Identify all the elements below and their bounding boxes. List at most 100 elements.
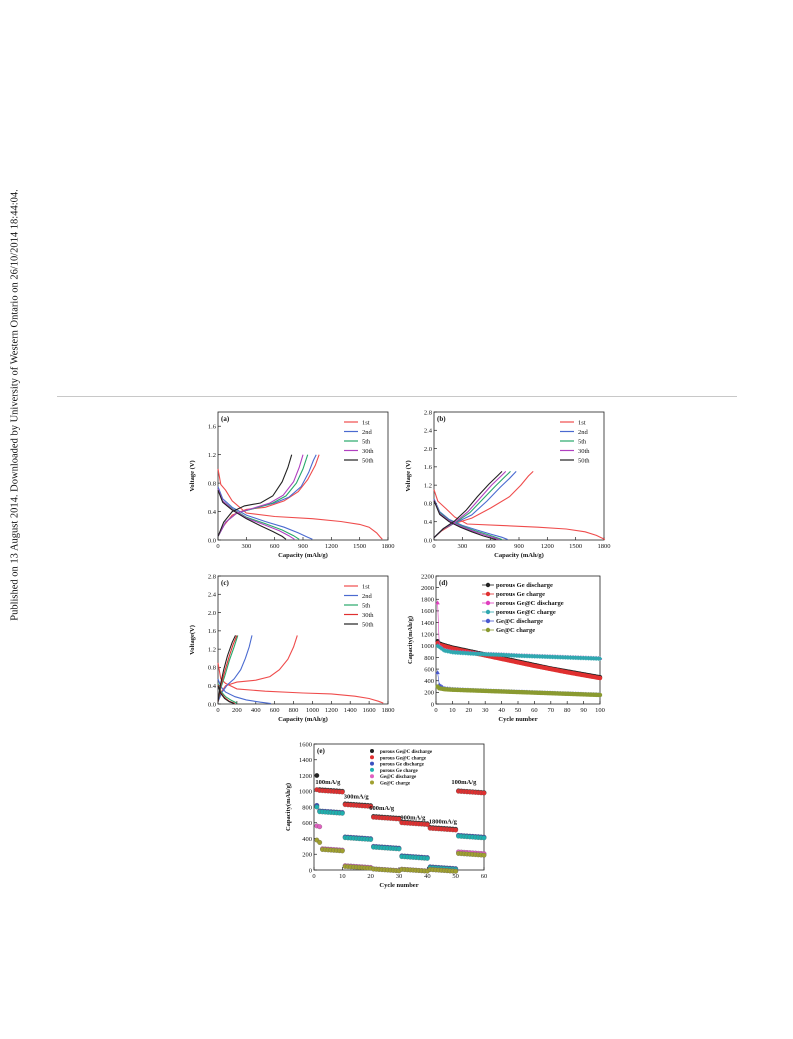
- y-tick-label: 0.0: [424, 537, 432, 544]
- data-point: [481, 790, 487, 796]
- y-tick-label: 200: [424, 690, 434, 697]
- legend-swatch: [370, 780, 374, 785]
- y-tick-label: 600: [424, 666, 434, 673]
- rate-annotation: 600mA/g: [369, 805, 395, 812]
- y-tick-label: 2200: [421, 573, 434, 580]
- x-tick-label: 40: [498, 707, 505, 714]
- x-tick-label: 1400: [344, 707, 357, 714]
- legend-entry: porous Ge@C discharge: [380, 750, 433, 755]
- y-tick-label: 1.6: [208, 424, 217, 431]
- y-tick-label: 0: [309, 867, 312, 874]
- chart-panel-b: 0 300 600 900 1200 1500 1800 0.0 0.4 0.8 1.2 1.6 2.0…: [405, 409, 611, 559]
- x-tick-label: 0: [434, 707, 437, 714]
- legend-swatch: [485, 600, 491, 606]
- y-axis-title: Capacity(mAh/g): [407, 616, 414, 664]
- series-line-charge: [433, 471, 503, 539]
- series-line-discharge: [217, 488, 295, 540]
- series-line-discharge: [217, 490, 287, 540]
- x-tick-label: 0: [216, 543, 219, 550]
- data-point: [368, 837, 374, 842]
- x-tick-label: 1500: [353, 543, 366, 550]
- y-tick-label: 600: [302, 820, 312, 827]
- series-line-discharge: [217, 662, 384, 704]
- series-line-discharge: [433, 500, 497, 541]
- x-tick-label: 90: [580, 707, 587, 714]
- legend-entry: 2nd: [362, 593, 373, 600]
- x-tick-label: 1800: [598, 543, 611, 550]
- x-tick-label: 100: [595, 707, 605, 714]
- y-tick-label: 800: [302, 804, 312, 811]
- x-tick-label: 800: [289, 707, 299, 714]
- legend-swatch: [485, 591, 491, 597]
- x-tick-label: 1800: [382, 707, 395, 714]
- x-tick-label: 60: [531, 707, 538, 714]
- legend-swatch: [485, 618, 491, 624]
- x-tick-label: 10: [449, 707, 456, 714]
- series-line-discharge: [433, 499, 503, 541]
- legend-entry: 5th: [578, 438, 587, 445]
- series-line-discharge: [217, 468, 383, 540]
- y-tick-label: 1400: [421, 620, 434, 627]
- y-tick-label: 1.2: [208, 452, 216, 459]
- chart-panel-e: 0 10 20 30 40 50 60020040060080010001200140016…: [285, 741, 487, 889]
- data-point: [368, 803, 374, 809]
- rate-annotation: 300mA/g: [344, 793, 370, 800]
- y-tick-label: 2.4: [208, 592, 217, 599]
- series-line-discharge: [433, 498, 508, 541]
- legend-entry: 5th: [362, 438, 371, 445]
- x-tick-label: 70: [548, 707, 555, 714]
- y-tick-label: 1000: [421, 643, 434, 650]
- data-point: [314, 773, 320, 778]
- x-tick-label: 300: [241, 543, 251, 550]
- x-tick-label: 20: [466, 707, 473, 714]
- x-tick-label: 600: [486, 543, 496, 550]
- legend-entry: 50th: [578, 457, 590, 464]
- series-line-discharge: [433, 489, 606, 540]
- series-line: [437, 686, 601, 696]
- y-tick-label: 2.8: [208, 573, 216, 580]
- panel-label: (c): [221, 579, 229, 587]
- y-tick-label: 0.4: [208, 509, 217, 516]
- legend-entry: 2nd: [578, 429, 589, 436]
- x-tick-label: 1200: [325, 543, 338, 550]
- series-line-charge: [217, 454, 293, 537]
- y-tick-label: 1.2: [424, 482, 432, 489]
- x-tick-label: 600: [270, 707, 280, 714]
- data-point: [339, 810, 345, 816]
- x-tick-label: 1500: [569, 543, 582, 550]
- series-line-discharge: [433, 499, 500, 541]
- x-axis-title: Capacity (mAh/g): [494, 552, 544, 559]
- data-point: [339, 789, 345, 795]
- x-tick-label: 1000: [306, 707, 319, 714]
- series-line: [437, 645, 601, 659]
- y-tick-label: 1600: [299, 741, 312, 748]
- panel-label: (d): [439, 579, 448, 587]
- legend-entry: porous Ge@C charge: [496, 609, 556, 616]
- y-axis-title: Voltage(V): [189, 625, 196, 655]
- legend-entry: porous Ge discharge: [380, 763, 425, 768]
- y-tick-label: 1600: [421, 608, 434, 615]
- legend-entry: 1st: [578, 419, 586, 426]
- y-axis-title: Capacity(mAh/g): [285, 783, 292, 831]
- legend-swatch: [485, 582, 491, 588]
- y-tick-label: 0.8: [208, 480, 216, 487]
- data-point: [597, 656, 603, 662]
- y-tick-label: 0: [431, 701, 434, 708]
- x-axis-title: Cycle number: [379, 882, 418, 889]
- y-tick-label: 0.4: [424, 519, 433, 526]
- y-tick-label: 1200: [421, 631, 434, 638]
- legend-entry: 5th: [362, 602, 371, 609]
- rate-annotation: 900mA/g: [400, 815, 426, 822]
- data-point: [435, 600, 440, 605]
- legend-swatch: [370, 767, 374, 772]
- legend-entry: 50th: [362, 621, 374, 628]
- x-tick-label: 0: [432, 543, 435, 550]
- legend-swatch: [370, 755, 374, 760]
- data-point: [396, 816, 402, 822]
- y-tick-label: 1200: [299, 773, 312, 780]
- x-tick-label: 1200: [325, 707, 338, 714]
- rate-annotation: 100mA/g: [451, 779, 477, 786]
- data-point: [481, 835, 487, 841]
- legend-entry: porous Ge charge: [380, 769, 418, 774]
- legend-entry: 30th: [578, 448, 590, 455]
